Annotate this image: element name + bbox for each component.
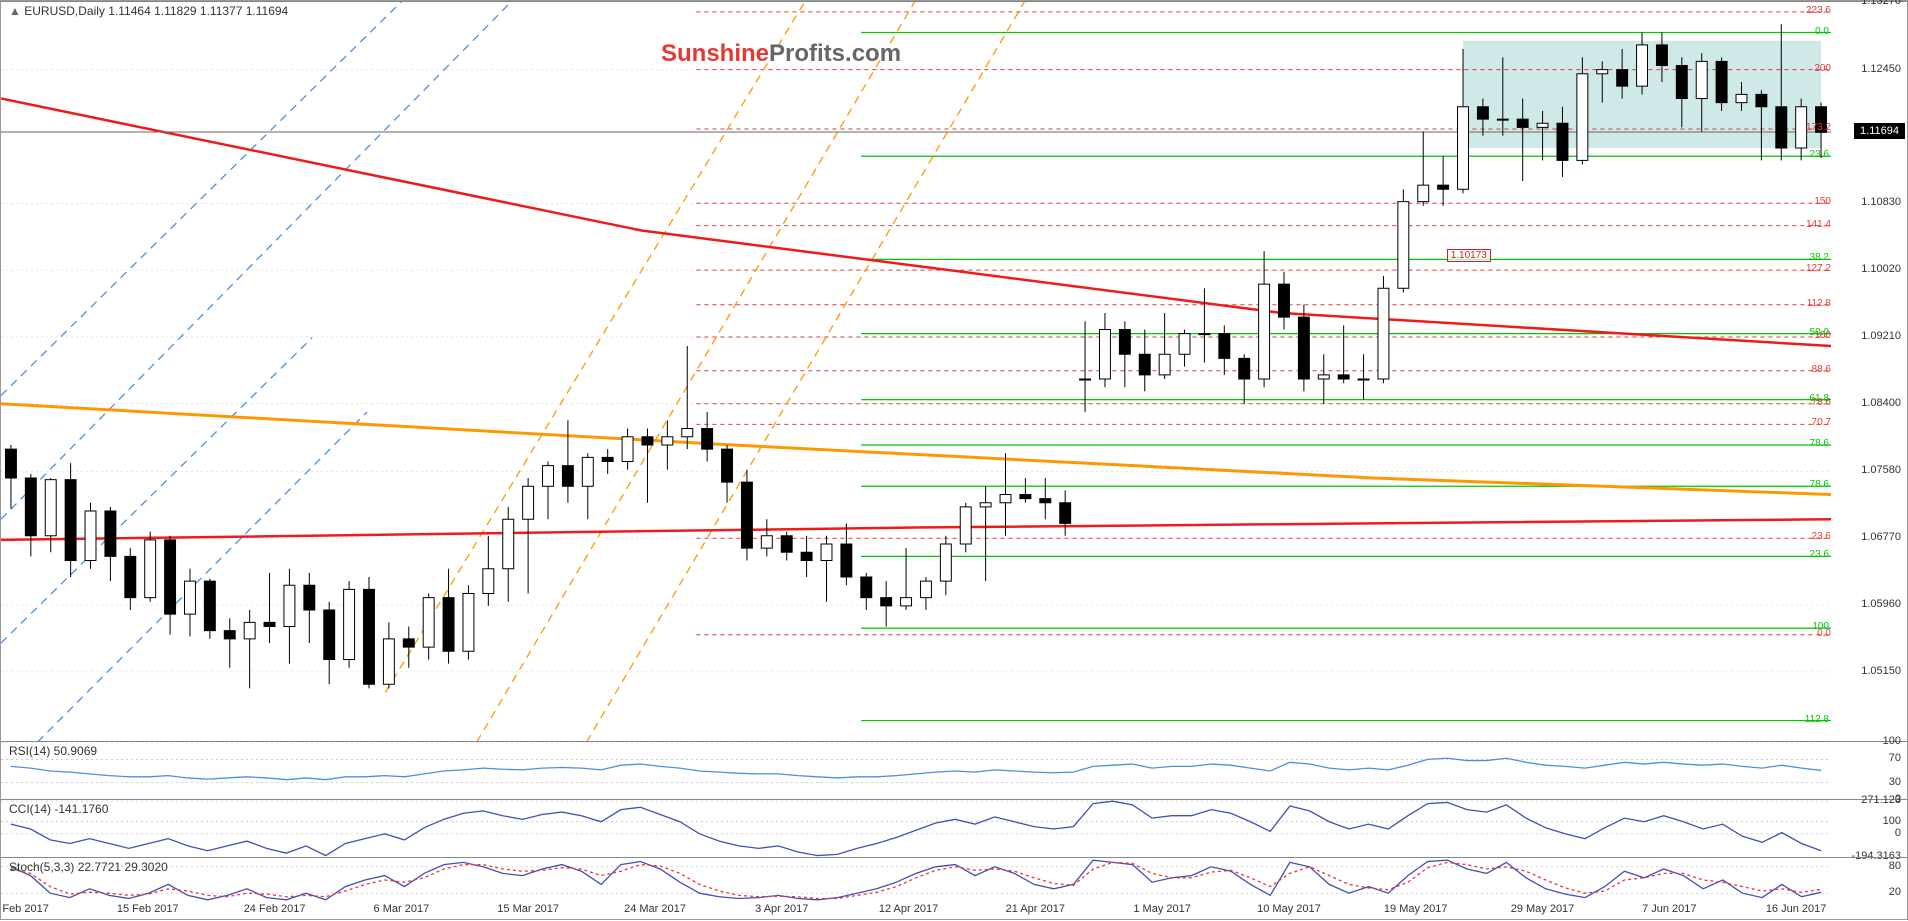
fib-label-green: 23.6 xyxy=(1810,149,1829,160)
y-tick: 1.09210 xyxy=(1861,330,1901,342)
x-tick: 16 Jun 2017 xyxy=(1766,903,1827,915)
fib-label-red: 200 xyxy=(1814,63,1831,74)
fib-label-green: 61.8 xyxy=(1810,393,1829,404)
y-tick: 1.07580 xyxy=(1861,464,1901,476)
ind-tick: 30 xyxy=(1889,776,1901,788)
ind-tick: 20 xyxy=(1889,886,1901,898)
x-tick: 7 Jun 2017 xyxy=(1642,903,1696,915)
main-price-panel[interactable]: ▲ EURUSD,Daily 1.11464 1.11829 1.11377 1… xyxy=(1,1,1907,741)
boxed-price-label: 1.10173 xyxy=(1447,249,1491,262)
fib-label-red: 150 xyxy=(1814,196,1831,207)
symbol-label: ▲ EURUSD,Daily 1.11464 1.11829 1.11377 1… xyxy=(9,4,288,18)
y-tick: 1.05150 xyxy=(1861,665,1901,677)
fib-label-green: 100 xyxy=(1812,621,1829,632)
x-tick: 15 Mar 2017 xyxy=(497,903,559,915)
y-tick: 1.05960 xyxy=(1861,598,1901,610)
x-tick: 24 Feb 2017 xyxy=(244,903,306,915)
x-tick: 3 Apr 2017 xyxy=(755,903,808,915)
ind-tick: 80 xyxy=(1889,860,1901,872)
chart-container: ▲ EURUSD,Daily 1.11464 1.11829 1.11377 1… xyxy=(0,0,1908,920)
fib-label-green: 38.2 xyxy=(1810,252,1829,263)
ind-tick: 70 xyxy=(1889,752,1901,764)
stoch-label: Stoch(5,3,3) 22.7721 29.3020 xyxy=(9,860,168,874)
y-tick: 1.08400 xyxy=(1861,397,1901,409)
fib-label-red: 23.6 xyxy=(1812,531,1831,542)
x-axis: 6 Feb 2017 15 Feb 2017 24 Feb 2017 6 Mar 20… xyxy=(1,901,1907,921)
fib-label-red: 141.4 xyxy=(1806,219,1831,230)
ind-tick: 0 xyxy=(1895,827,1901,839)
main-chart-svg xyxy=(1,2,1908,742)
x-tick: 6 Mar 2017 xyxy=(374,903,430,915)
fib-label-green: 23.6 xyxy=(1810,549,1829,560)
fib-label-green: 0.0 xyxy=(1815,26,1829,37)
fib-label-red: 88.6 xyxy=(1812,364,1831,375)
y-tick: 1.13270 xyxy=(1861,0,1901,7)
fib-label-green: 78.6 xyxy=(1810,438,1829,449)
x-tick: 21 Apr 2017 xyxy=(1006,903,1065,915)
rsi-panel[interactable]: RSI(14) 50.9069 10070300 xyxy=(1,741,1907,799)
x-tick: 12 Apr 2017 xyxy=(879,903,938,915)
x-tick: 24 Mar 2017 xyxy=(624,903,686,915)
fib-label-red: 112.8 xyxy=(1807,298,1831,309)
ind-tick: 100 xyxy=(1883,735,1901,747)
fib-label-red: 127.2 xyxy=(1806,263,1831,274)
rsi-label: RSI(14) 50.9069 xyxy=(9,744,97,758)
stoch-svg xyxy=(1,858,1908,902)
y-tick: 1.10020 xyxy=(1861,263,1901,275)
current-price-tag: 1.11694 xyxy=(1854,123,1905,139)
fib-label-green: 112.8 xyxy=(1805,714,1829,725)
ind-tick: 271.123 xyxy=(1861,794,1901,806)
cci-label: CCI(14) -141.1760 xyxy=(9,802,108,816)
x-tick: 19 May 2017 xyxy=(1384,903,1448,915)
x-tick: 1 May 2017 xyxy=(1133,903,1190,915)
fib-label-red: 173.2 xyxy=(1806,122,1831,133)
x-tick: 6 Feb 2017 xyxy=(0,903,49,915)
fib-label-red: 70.7 xyxy=(1812,417,1831,428)
cci-svg xyxy=(1,800,1908,858)
y-tick: 1.12450 xyxy=(1861,63,1901,75)
watermark: SunshineProfits.com xyxy=(661,40,901,68)
fib-label-green: 50.0 xyxy=(1810,327,1829,338)
y-tick: 1.06770 xyxy=(1861,531,1901,543)
y-tick: 1.10830 xyxy=(1861,196,1901,208)
rsi-svg xyxy=(1,742,1908,800)
stoch-panel[interactable]: Stoch(5,3,3) 22.7721 29.3020 80 20 xyxy=(1,857,1907,901)
fib-label-red: 223.6 xyxy=(1806,5,1831,16)
ind-tick: 100 xyxy=(1883,815,1901,827)
x-tick: 10 May 2017 xyxy=(1257,903,1321,915)
fib-label-green: 78.6 xyxy=(1810,479,1829,490)
x-tick: 15 Feb 2017 xyxy=(117,903,179,915)
x-tick: 29 May 2017 xyxy=(1511,903,1575,915)
cci-panel[interactable]: CCI(14) -141.1760 271.1231000-194.3163 xyxy=(1,799,1907,857)
